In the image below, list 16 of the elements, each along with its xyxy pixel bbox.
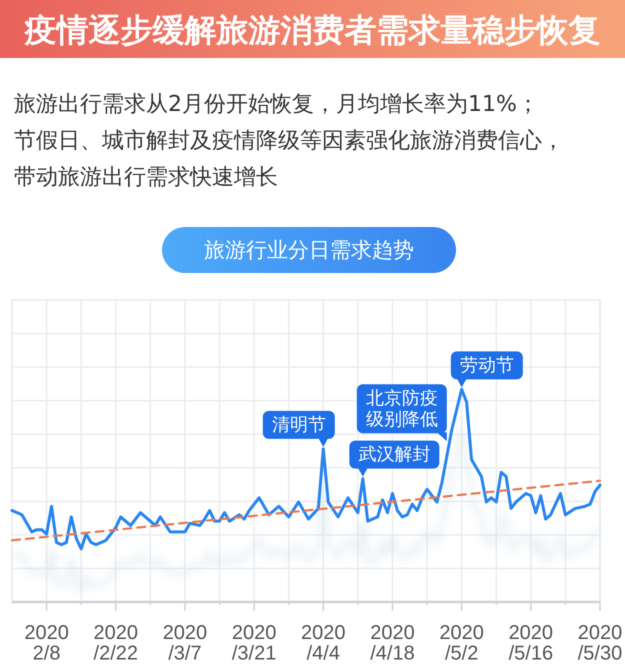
chart-subtitle: 旅游出行需求从2月份开始恢复，月均增长率为11%；节假日、城市解封及疫情降级等因素强化旅游消费信心，带动旅游出行需求快速增长 [14,92,564,190]
annotation: 劳动节 [460,354,514,376]
x-tick-label: 2020 /5/2 [439,622,484,664]
text: 旅游行业分日需求趋势 [204,238,414,262]
annotation: 北京防疫级别降低 [366,388,438,430]
chart-title: 疫情逐步缓解旅游消费者需求量稳步恢复 [24,11,600,49]
x-tick-label: 2020 2/8 [24,622,69,664]
x-tick-label: 2020 /4/4 [301,622,346,664]
x-tick-label: 2020 /5/16 [508,622,554,664]
x-tick-label: 2020 /2/22 [94,622,138,664]
x-tick-label: 2020 /5/30 [578,622,622,664]
x-tick-label: 2020 /3/7 [162,622,208,664]
x-tick-label: 2020 /4/18 [370,622,415,664]
x-tick-label: 2020 /3/21 [232,622,276,664]
annotation: 武汉解封 [358,444,430,466]
annotation: 清明节 [272,414,326,436]
